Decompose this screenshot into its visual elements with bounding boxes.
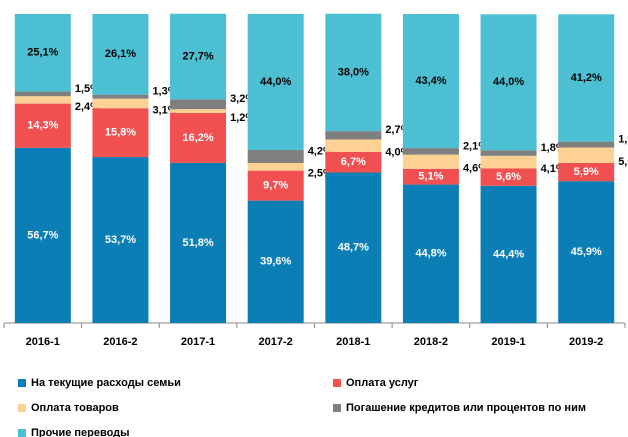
- bar-segment: [14, 103, 71, 148]
- data-label: 25,1%: [27, 47, 58, 59]
- data-label: 5,6%: [496, 171, 521, 183]
- bar-segment: [92, 108, 149, 158]
- legend-swatch: [18, 429, 26, 437]
- bar-segment: [558, 147, 615, 163]
- bar-segment: [402, 154, 459, 169]
- bar-segment: [480, 185, 537, 323]
- legend-swatch: [333, 379, 341, 387]
- bar-segment: [325, 172, 382, 323]
- data-label: 5,0%: [618, 156, 628, 168]
- bar-segment: [92, 94, 149, 99]
- bar-segment: [92, 157, 149, 323]
- data-label: 6,7%: [341, 156, 366, 168]
- data-label: 48,7%: [338, 242, 369, 254]
- bar-segment: [14, 147, 71, 323]
- bar-segment: [170, 162, 227, 323]
- bar-segment: [325, 139, 382, 152]
- bar-segment: [247, 162, 304, 171]
- legend-label: Оплата товаров: [31, 402, 119, 414]
- data-label: 45,9%: [571, 246, 602, 258]
- bar-segment: [480, 150, 537, 156]
- legend-label: Прочие переводы: [31, 427, 130, 437]
- bar-segment: [325, 151, 382, 173]
- x-tick-label: 2019-2: [569, 336, 603, 348]
- bar-segment: [480, 168, 537, 186]
- legend-label: Погашение кредитов или процентов по ним: [346, 402, 586, 414]
- x-tick-label: 2018-2: [414, 336, 448, 348]
- bar-segment: [247, 14, 304, 150]
- data-label: 1,9%: [618, 133, 628, 145]
- bar-segment: [92, 98, 149, 109]
- x-tick-label: 2016-1: [26, 336, 60, 348]
- bar-segment: [247, 170, 304, 201]
- data-label: 44,0%: [493, 76, 524, 88]
- data-label: 53,7%: [105, 234, 136, 246]
- data-label: 9,7%: [263, 180, 288, 192]
- bar-segment: [170, 109, 227, 113]
- data-label: 43,4%: [415, 75, 446, 87]
- x-tick-label: 2017-1: [181, 336, 215, 348]
- bar-segment: [14, 14, 71, 92]
- data-label: 5,1%: [418, 171, 443, 183]
- bar-segment: [480, 14, 537, 151]
- bar-segment: [92, 14, 149, 95]
- x-tick-label: 2016-2: [103, 336, 137, 348]
- data-label: 39,6%: [260, 256, 291, 268]
- bar-segment: [402, 148, 459, 155]
- data-label: 38,0%: [338, 66, 369, 78]
- bar-segment: [325, 13, 382, 132]
- legend-label: Оплата услуг: [346, 377, 419, 389]
- data-label: 44,8%: [415, 248, 446, 260]
- bar-segment: [402, 168, 459, 185]
- bar-segment: [247, 149, 304, 163]
- legend-label: На текущие расходы семьи: [31, 377, 181, 389]
- x-tick-label: 2019-1: [491, 336, 525, 348]
- data-label: 5,9%: [574, 166, 599, 178]
- bar-segment: [14, 91, 71, 97]
- bar-segment: [170, 99, 227, 110]
- data-label: 14,3%: [27, 120, 58, 132]
- x-tick-label: 2018-1: [336, 336, 370, 348]
- bar-segment: [480, 155, 537, 169]
- bar-segment: [170, 112, 227, 163]
- data-label: 44,0%: [260, 76, 291, 88]
- data-label: 16,2%: [182, 132, 213, 144]
- data-label: 41,2%: [571, 72, 602, 84]
- bar-segment: [558, 14, 615, 142]
- data-label: 56,7%: [27, 229, 58, 241]
- data-label: 44,4%: [493, 248, 524, 260]
- data-label: 27,7%: [182, 50, 213, 62]
- legend-swatch: [333, 404, 341, 412]
- bar-segment: [325, 131, 382, 140]
- bar-segment: [247, 200, 304, 323]
- bar-segment: [558, 162, 615, 182]
- bar-segment: [402, 14, 459, 149]
- legend-swatch: [18, 404, 26, 412]
- bar-segment: [402, 184, 459, 323]
- data-label: 26,1%: [105, 48, 136, 60]
- bar-segment: [170, 13, 227, 100]
- data-label: 51,8%: [182, 237, 213, 249]
- bar-segment: [558, 181, 615, 323]
- bar-segment: [558, 141, 615, 148]
- legend-swatch: [18, 379, 26, 387]
- data-label: 15,8%: [105, 127, 136, 139]
- x-tick-label: 2017-2: [259, 336, 293, 348]
- bar-segment: [14, 96, 71, 104]
